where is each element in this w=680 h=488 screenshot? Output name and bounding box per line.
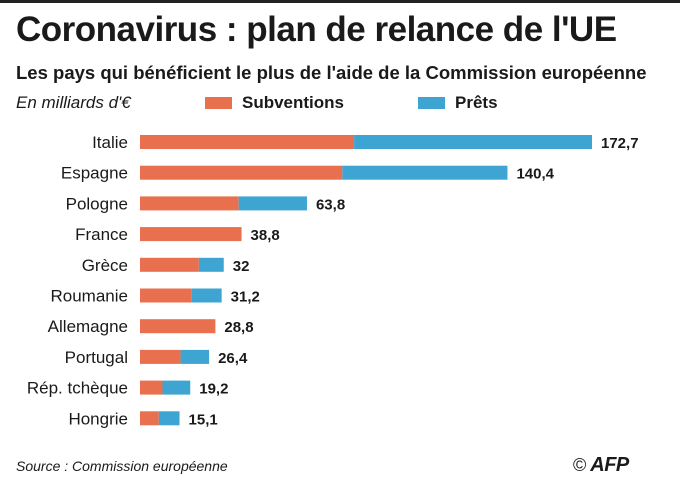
category-label-france: France <box>75 225 128 244</box>
bar-subventions-espagne <box>140 165 343 180</box>
unit-label: En milliards d'€ <box>16 93 131 112</box>
bar-prets-hongrie <box>158 411 180 426</box>
category-label-italie: Italie <box>92 133 128 152</box>
legend-swatch-prets <box>418 97 445 109</box>
bar-subventions-roumanie <box>140 288 192 303</box>
bar-subventions-allemagne <box>140 319 216 334</box>
bar-prets-rep-tcheque <box>162 380 191 395</box>
bar-subventions-italie <box>140 135 355 149</box>
bar-subventions-pologne <box>140 196 239 211</box>
category-label-portugal: Portugal <box>65 348 128 367</box>
chart-subtitle: Les pays qui bénéficient le plus de l'ai… <box>16 62 647 83</box>
value-label-grece: 32 <box>233 258 250 275</box>
value-label-france: 38,8 <box>251 227 280 244</box>
copyright-symbol: © <box>573 455 587 475</box>
top-rule <box>0 0 680 3</box>
bar-prets-espagne <box>342 165 508 180</box>
value-label-rep-tcheque: 19,2 <box>199 381 228 398</box>
legend-subventions: Subventions <box>205 93 344 113</box>
category-label-espagne: Espagne <box>61 164 128 183</box>
credit: © AFP <box>573 454 629 477</box>
value-label-pologne: 63,8 <box>316 196 345 213</box>
bar-prets-grece <box>198 257 224 272</box>
afp-logo: AFP <box>590 454 629 476</box>
bar-subventions-portugal <box>140 349 181 364</box>
value-label-allemagne: 28,8 <box>224 319 253 336</box>
value-label-hongrie: 15,1 <box>189 411 218 428</box>
legend-label-subventions: Subventions <box>242 93 345 112</box>
category-label-hongrie: Hongrie <box>68 409 128 428</box>
category-label-pologne: Pologne <box>66 194 128 213</box>
value-label-italie: 172,7 <box>601 135 639 152</box>
value-label-portugal: 26,4 <box>218 350 248 367</box>
bar-prets-italie <box>354 135 592 149</box>
bar-subventions-france <box>140 227 242 242</box>
value-label-roumanie: 31,2 <box>231 289 260 306</box>
legend-label-prets: Prêts <box>455 93 498 112</box>
category-label-allemagne: Allemagne <box>48 317 128 336</box>
category-label-roumanie: Roumanie <box>51 287 129 306</box>
bar-prets-portugal <box>180 349 210 364</box>
bar-prets-pologne <box>238 196 307 211</box>
bar-prets-roumanie <box>191 288 222 303</box>
legend-swatch-subventions <box>205 97 232 109</box>
bar-subventions-rep-tcheque <box>140 380 163 395</box>
source-note: Source : Commission européenne <box>16 458 228 474</box>
category-label-grece: Grèce <box>82 256 128 275</box>
bar-subventions-hongrie <box>140 411 159 426</box>
bar-subventions-grece <box>140 257 199 272</box>
value-label-espagne: 140,4 <box>516 166 554 183</box>
category-label-rep-tcheque: Rép. tchèque <box>27 379 128 398</box>
chart-title: Coronavirus : plan de relance de l'UE <box>16 10 617 49</box>
legend-prets: Prêts <box>418 93 498 113</box>
